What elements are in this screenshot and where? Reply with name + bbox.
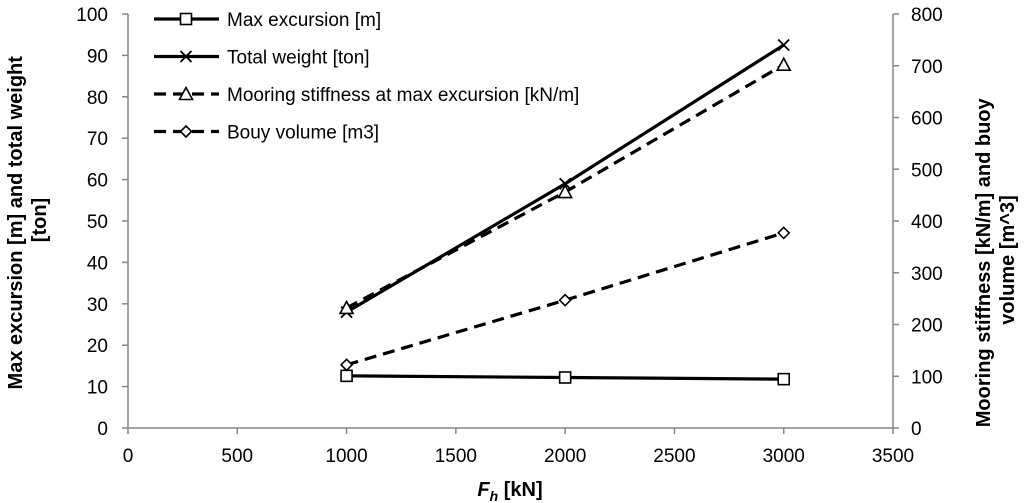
series-3 bbox=[338, 56, 792, 315]
y-left-tick-label: 40 bbox=[87, 253, 108, 274]
legend-marker-square bbox=[179, 12, 193, 26]
legend-item: Max excursion [m] bbox=[154, 10, 381, 31]
legend-item: Bouy volume [m3] bbox=[154, 123, 379, 144]
data-point-square bbox=[340, 369, 353, 383]
y-right-axis-title: Mooring stiffness [kN/m] and buoy volume… bbox=[973, 93, 1019, 427]
legend-label: Total weight [ton] bbox=[227, 48, 370, 69]
data-point-diamond bbox=[558, 293, 572, 307]
legend-item: Mooring stiffness at max excursion [kN/m… bbox=[154, 85, 579, 106]
legend-marker-triangle bbox=[178, 85, 194, 101]
y-right-tick-label: 400 bbox=[911, 212, 943, 233]
y-left-tick-label: 100 bbox=[76, 5, 108, 26]
y-left-tick-label: 80 bbox=[87, 88, 108, 109]
y-right-tick-label: 100 bbox=[911, 367, 943, 388]
data-point-triangle bbox=[338, 299, 355, 315]
y-left-tick-label: 30 bbox=[87, 295, 108, 316]
marker-stroke bbox=[777, 38, 790, 52]
series-4 bbox=[339, 226, 791, 372]
y-right-tick-label: 0 bbox=[911, 419, 922, 440]
data-point-diamond bbox=[777, 226, 791, 240]
legend-label: Mooring stiffness at max excursion [kN/m… bbox=[227, 85, 579, 106]
data-point-x bbox=[777, 38, 790, 52]
data-point-triangle bbox=[557, 183, 573, 199]
x-axis-title: Fh [kN] bbox=[477, 479, 542, 503]
y-left-tick-label: 10 bbox=[87, 378, 108, 399]
data-point-x bbox=[559, 177, 572, 190]
series-2 bbox=[340, 38, 790, 319]
y-right-tick-label: 500 bbox=[911, 160, 943, 181]
x-tick-label: 500 bbox=[221, 446, 253, 467]
y-left-tick-label: 50 bbox=[87, 212, 108, 233]
data-point-square bbox=[558, 371, 572, 384]
x-tick-label: 1500 bbox=[435, 446, 477, 467]
legend-marker-diamond bbox=[179, 124, 193, 139]
y-left-axis-title: Max excursion [m] and total weight [ton] bbox=[5, 51, 51, 390]
legend-label: Bouy volume [m3] bbox=[227, 123, 379, 144]
y-right-tick-label: 800 bbox=[911, 5, 943, 26]
x-tick-label: 1000 bbox=[325, 446, 367, 467]
axes: 0 500 1000 1500 2000 2500 3000 3500010203040506… bbox=[76, 5, 942, 467]
y-left-tick-label: 20 bbox=[87, 336, 108, 357]
y-left-tick-label: 0 bbox=[97, 419, 108, 440]
data-point-diamond bbox=[339, 358, 354, 372]
y-left-tick-label: 60 bbox=[87, 171, 108, 192]
x-tick-label: 0 bbox=[123, 446, 134, 467]
series-line bbox=[346, 231, 785, 367]
legend-marker-x bbox=[179, 50, 193, 63]
data-point-square bbox=[777, 372, 791, 386]
x-tick-label: 2500 bbox=[653, 446, 695, 467]
y-right-tick-label: 700 bbox=[911, 57, 943, 78]
legend-item: Total weight [ton] bbox=[154, 48, 370, 69]
y-right-tick-label: 600 bbox=[911, 109, 943, 130]
y-right-tick-label: 200 bbox=[911, 316, 943, 337]
legend-label: Max excursion [m] bbox=[227, 10, 381, 31]
series-1 bbox=[340, 369, 791, 386]
x-tick-label: 3000 bbox=[763, 446, 805, 467]
marker-stroke bbox=[559, 177, 572, 190]
y-left-tick-label: 90 bbox=[87, 46, 108, 67]
y-right-tick-label: 300 bbox=[911, 264, 943, 285]
data-point-triangle bbox=[775, 56, 792, 72]
y-left-tick-label: 70 bbox=[87, 129, 108, 150]
x-tick-label: 2000 bbox=[544, 446, 586, 467]
legend: Max excursion [m] Total weight [ton] Moori… bbox=[154, 10, 579, 144]
x-tick-label: 3500 bbox=[872, 446, 914, 467]
marker-stroke bbox=[179, 50, 193, 63]
series-layer bbox=[338, 38, 792, 386]
axis-titles: Fh [kN] Max excursion [m] and total weig… bbox=[5, 51, 1019, 503]
